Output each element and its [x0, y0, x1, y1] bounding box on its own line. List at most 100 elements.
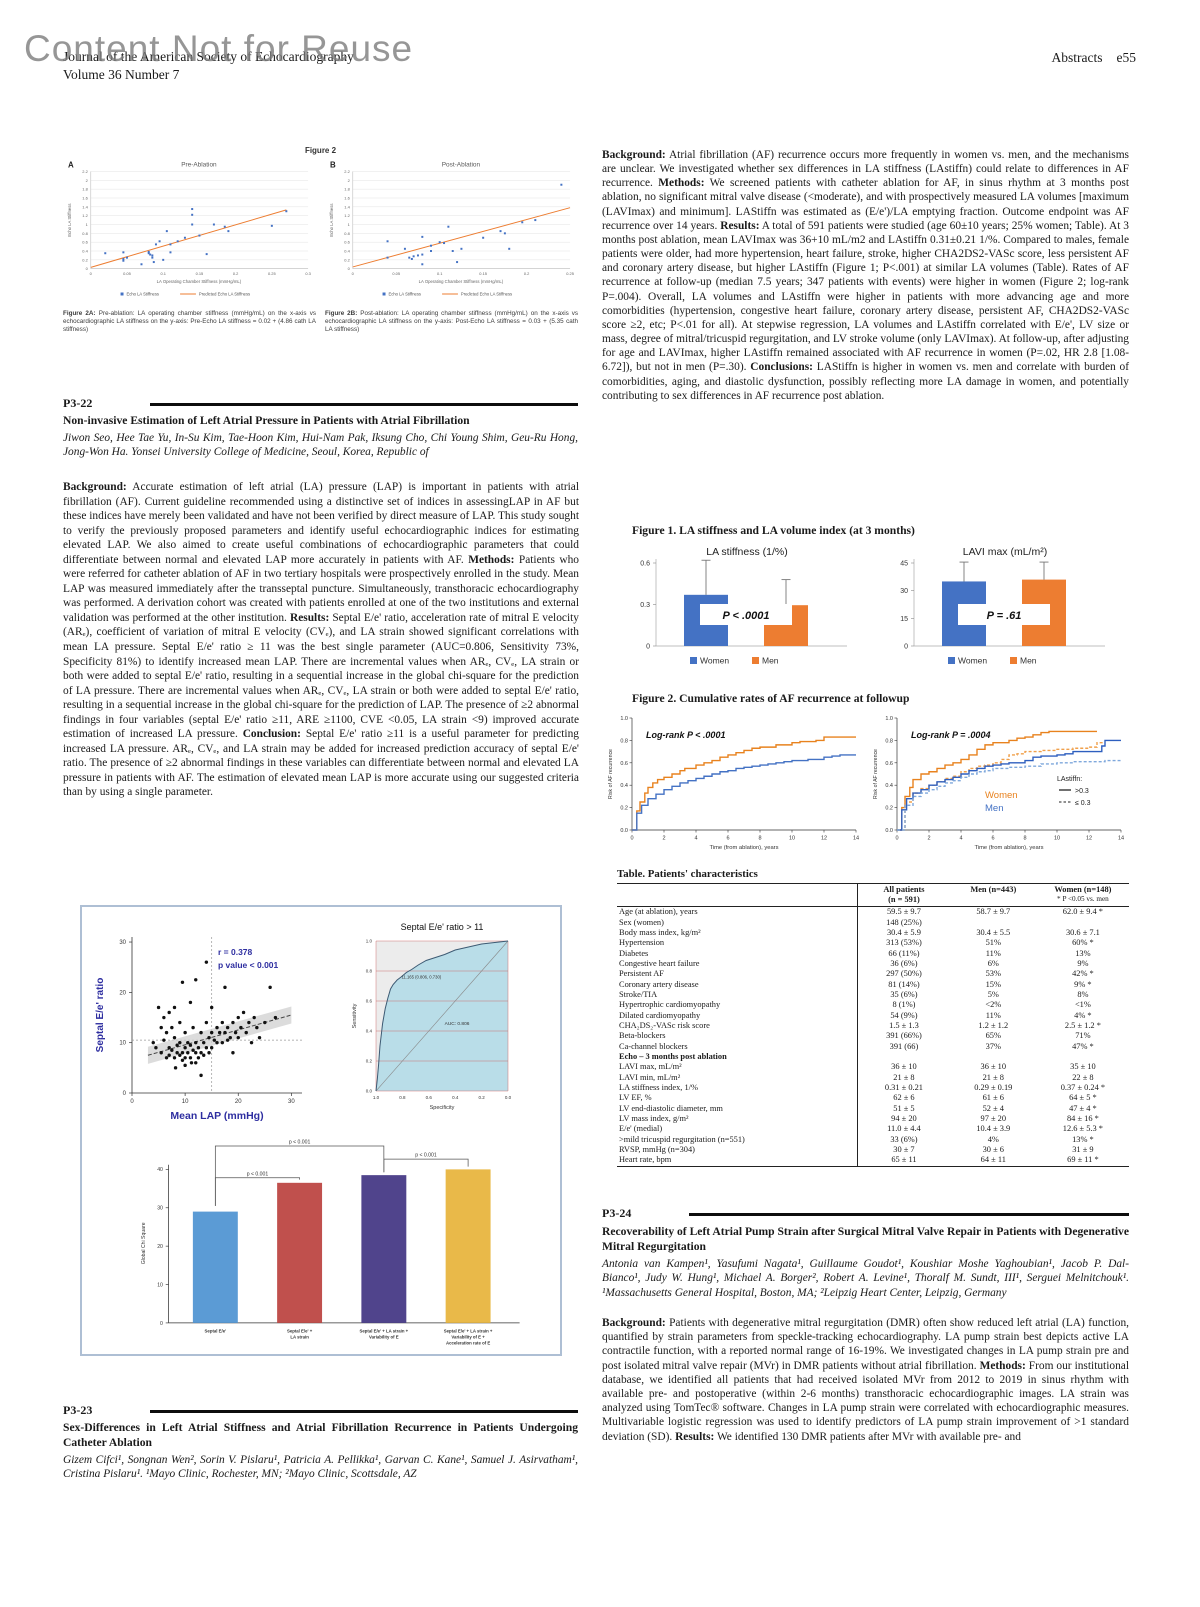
svg-text:0.4: 0.4 — [452, 1095, 459, 1100]
svg-text:Risk of AF recurrence: Risk of AF recurrence — [873, 749, 879, 799]
svg-text:0.2: 0.2 — [366, 1059, 373, 1064]
svg-text:p < 0.001: p < 0.001 — [415, 1153, 437, 1159]
svg-text:Risk of AF recurrence: Risk of AF recurrence — [608, 749, 614, 799]
svg-text:Echo LA Stiffness: Echo LA Stiffness — [329, 203, 334, 236]
svg-text:Men: Men — [762, 656, 779, 666]
table-row: LV mass index, g/m² 94 ± 20 97 ± 20 84 ± 16… — [619, 1114, 1099, 1125]
svg-text:p < 0.001: p < 0.001 — [247, 1171, 269, 1177]
table-row: Age (at ablation), years 59.5 ± 9.7 58.7 ±… — [619, 906, 1103, 918]
svg-text:45: 45 — [900, 561, 908, 568]
journal-volume: Volume 36 Number 7 — [63, 67, 180, 82]
svg-text:Mean LAP (mmHg): Mean LAP (mmHg) — [170, 1110, 263, 1122]
svg-text:1.6: 1.6 — [82, 195, 88, 200]
svg-text:0: 0 — [630, 836, 633, 842]
results-label: Results: — [290, 611, 330, 624]
figure2-block: Figure 2 Pre-Ablation A 0 0.2 0.4 0.6 0.8 1 1.2 1… — [63, 146, 578, 335]
svg-text:1.2: 1.2 — [82, 213, 87, 218]
svg-text:A: A — [68, 160, 74, 169]
table-row: Echo – 3 months post ablation — [617, 1052, 1129, 1063]
journal-title: Journal of the American Society of Echoc… — [63, 49, 354, 64]
background-label: Background: — [602, 149, 666, 161]
svg-text:1.0: 1.0 — [373, 1095, 380, 1100]
p323-body: Background: Atrial fibrillation (AF) rec… — [602, 149, 1130, 402]
chi-square-bar-chart: 0 10 20 30 40 Global Chi Square Septal E/e' Sep… — [141, 1140, 520, 1345]
svg-text:14: 14 — [853, 836, 859, 842]
header-men: Men (n=443) — [949, 883, 1037, 908]
methods-label: Methods: — [658, 177, 705, 190]
svg-text:0.05: 0.05 — [123, 271, 131, 276]
background-label: Background: — [602, 1317, 666, 1329]
svg-text:0.6: 0.6 — [344, 240, 350, 245]
la-stiffness-bar-chart: LA stiffness (1/%) 0 0.3 0.6 P < .0001 Women M… — [640, 546, 847, 666]
svg-text:0.8: 0.8 — [399, 1095, 406, 1100]
svg-text:1.4: 1.4 — [82, 204, 88, 209]
p322-figure: 0 10 20 30 0 10 20 30 Mean LAP (mmHg) Septal E/e'… — [80, 905, 562, 1356]
svg-text:r = 0.378: r = 0.378 — [218, 947, 253, 957]
svg-text:4: 4 — [959, 836, 962, 842]
svg-text:0.6: 0.6 — [640, 561, 650, 568]
svg-text:0.8: 0.8 — [885, 738, 893, 744]
svg-text:P = .61: P = .61 — [987, 610, 1022, 622]
svg-text:1.8: 1.8 — [344, 187, 350, 192]
table-row: LV EF, % 62 ± 6 61 ± 6 64 ± 5 * — [619, 1093, 1097, 1104]
svg-text:0.0: 0.0 — [366, 1089, 373, 1094]
svg-text:Septal E/e' + LA strain +: Septal E/e' + LA strain + — [360, 1328, 409, 1333]
patients-table-body: Age (at ablation), years 59.5 ± 9.7 58.7 ±… — [617, 906, 1129, 1167]
section-rule — [689, 1213, 1129, 1216]
svg-text:Variability of E: Variability of E — [369, 1334, 399, 1339]
table-caption: Table. Patients' characteristics — [617, 868, 758, 880]
header-women: Women (n=148) * P <0.05 vs. men — [1036, 883, 1129, 908]
results-label: Results: — [720, 219, 760, 232]
svg-text:1: 1 — [348, 222, 350, 227]
table-row: LV end-diastolic diameter, mm 51 ± 5 52 ± … — [619, 1103, 1097, 1115]
figure2-panel-a: Pre-Ablation A 0 0.2 0.4 0.6 0.8 1 1.2 1.4 1.6 1.8 2… — [63, 157, 316, 335]
patients-table-block: Table. Patients' characteristics All pat… — [617, 868, 1129, 1167]
svg-text:0.6: 0.6 — [366, 999, 373, 1004]
svg-text:Women: Women — [958, 656, 987, 666]
svg-text:0.4: 0.4 — [82, 249, 88, 254]
svg-text:Log-rank P < .0001: Log-rank P < .0001 — [646, 730, 725, 740]
patients-table: All patients (n = 591) Men (n=443) Women … — [617, 883, 1129, 1167]
page-header-right: Abstracts e55 — [990, 50, 1137, 66]
section-rule — [150, 403, 578, 406]
svg-text:30: 30 — [157, 1206, 163, 1212]
journal-header: Journal of the American Society of Echoc… — [63, 48, 354, 84]
svg-text:Time (from ablation), years: Time (from ablation), years — [974, 845, 1043, 851]
conclusion-label: Conclusion: — [242, 728, 301, 741]
svg-text:20: 20 — [157, 1244, 163, 1250]
svg-text:2: 2 — [348, 178, 350, 183]
svg-text:Time (from ablation), years: Time (from ablation), years — [709, 845, 778, 851]
p322-title: Non-invasive Estimation of Left Atrial P… — [63, 414, 470, 427]
svg-text:0.2: 0.2 — [344, 257, 350, 262]
svg-text:0: 0 — [86, 266, 89, 271]
svg-text:10: 10 — [789, 836, 795, 842]
svg-text:0.4: 0.4 — [344, 249, 350, 254]
svg-text:Sensitivity: Sensitivity — [352, 1003, 358, 1028]
svg-text:LA strain: LA strain — [290, 1334, 309, 1339]
svg-text:12: 12 — [1086, 836, 1092, 842]
methods-label: Methods: — [979, 1359, 1026, 1372]
svg-text:12: 12 — [821, 836, 827, 842]
svg-text:6: 6 — [726, 836, 729, 842]
p324-section-head: P3-24 — [602, 1206, 1129, 1221]
svg-text:14: 14 — [1118, 836, 1124, 842]
svg-text:0.2: 0.2 — [478, 1095, 485, 1100]
roc-curve-chart: Septal E/e' ratio > 11 1.0 0.8 0.6 0.4 0.2 0.0… — [352, 922, 512, 1111]
svg-text:1.4: 1.4 — [344, 204, 350, 209]
svg-text:30: 30 — [119, 940, 126, 946]
table-row: Congestive heart failure 36 (6%) 6% 9% — [619, 958, 1089, 970]
svg-text:0.4: 0.4 — [620, 783, 628, 789]
svg-text:0.0: 0.0 — [505, 1095, 512, 1100]
figure2r-charts: 0.0 0.2 0.4 0.6 0.8 1.0 0 2 4 6 8 10 12 14 Time (from … — [602, 708, 1129, 860]
svg-text:0.3: 0.3 — [640, 602, 650, 609]
svg-text:0.8: 0.8 — [366, 969, 373, 974]
svg-text:0: 0 — [895, 836, 898, 842]
table-row: Hypertension 313 (53%) 51% 60% * — [619, 938, 1094, 949]
svg-text:Septal E/e' +: Septal E/e' + — [287, 1328, 313, 1333]
svg-text:Echo LA Stiffness: Echo LA Stiffness — [126, 292, 159, 297]
svg-text:Echo LA Stiffness: Echo LA Stiffness — [388, 292, 421, 297]
svg-text:0.15: 0.15 — [196, 271, 204, 276]
svg-text:10: 10 — [119, 1041, 126, 1047]
table-row: Persistent AF 297 (50%) 53% 42% * — [619, 969, 1094, 980]
